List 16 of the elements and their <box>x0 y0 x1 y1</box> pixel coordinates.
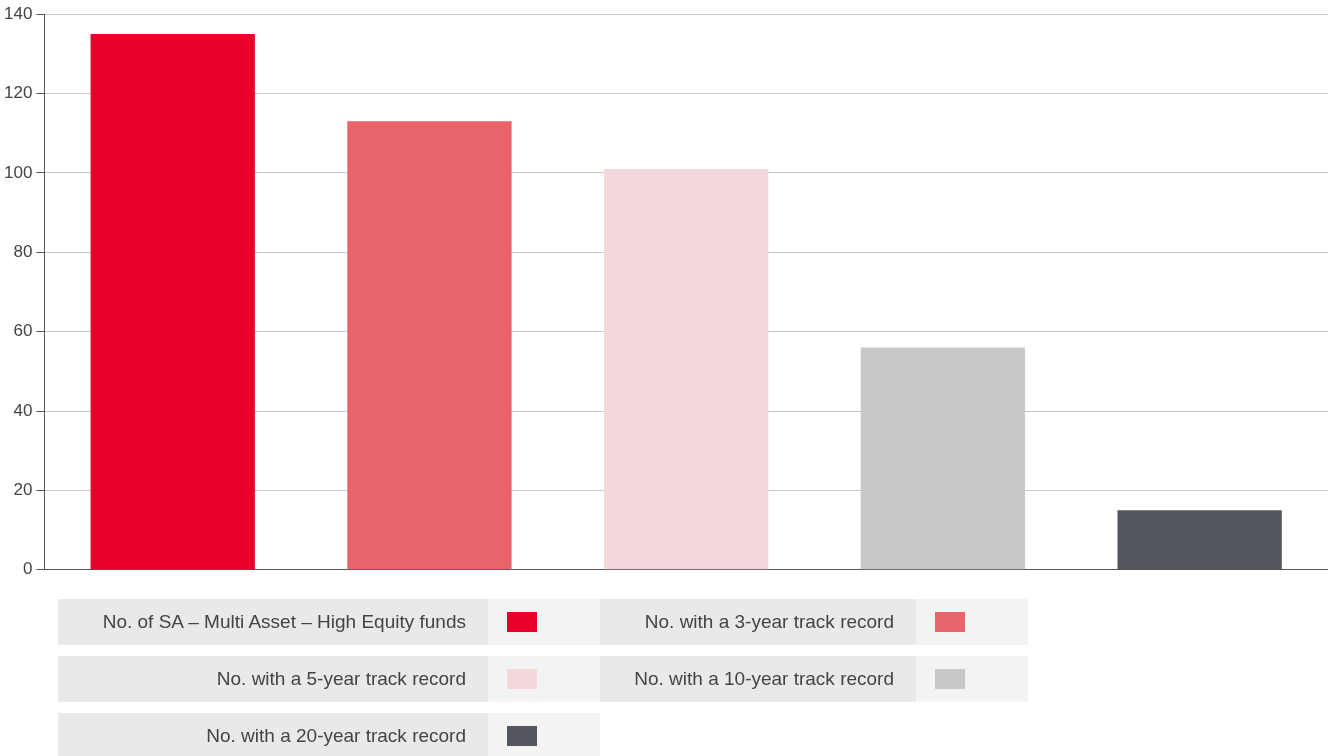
legend-label: No. with a 5-year track record <box>215 668 466 690</box>
legend-label: No. with a 20-year track record <box>205 725 466 747</box>
y-tick-label: 120 <box>3 83 33 103</box>
y-tick-label: 140 <box>3 3 33 23</box>
bar <box>604 168 769 570</box>
legend-label: No. with a 3-year track record <box>643 611 894 633</box>
y-tick-label: 60 <box>13 321 33 341</box>
y-tick-label: 20 <box>13 480 33 500</box>
y-tick-label: 40 <box>13 400 33 420</box>
legend-label: No. of SA – Multi Asset – High Equity funds <box>101 611 466 633</box>
y-tick-label: 100 <box>3 162 33 182</box>
y-tick-label: 80 <box>13 242 33 261</box>
bar <box>347 121 512 570</box>
y-tick-label: 0 <box>22 559 33 579</box>
legend-label: No. with a 10-year track record <box>633 668 894 690</box>
bar <box>90 34 255 570</box>
